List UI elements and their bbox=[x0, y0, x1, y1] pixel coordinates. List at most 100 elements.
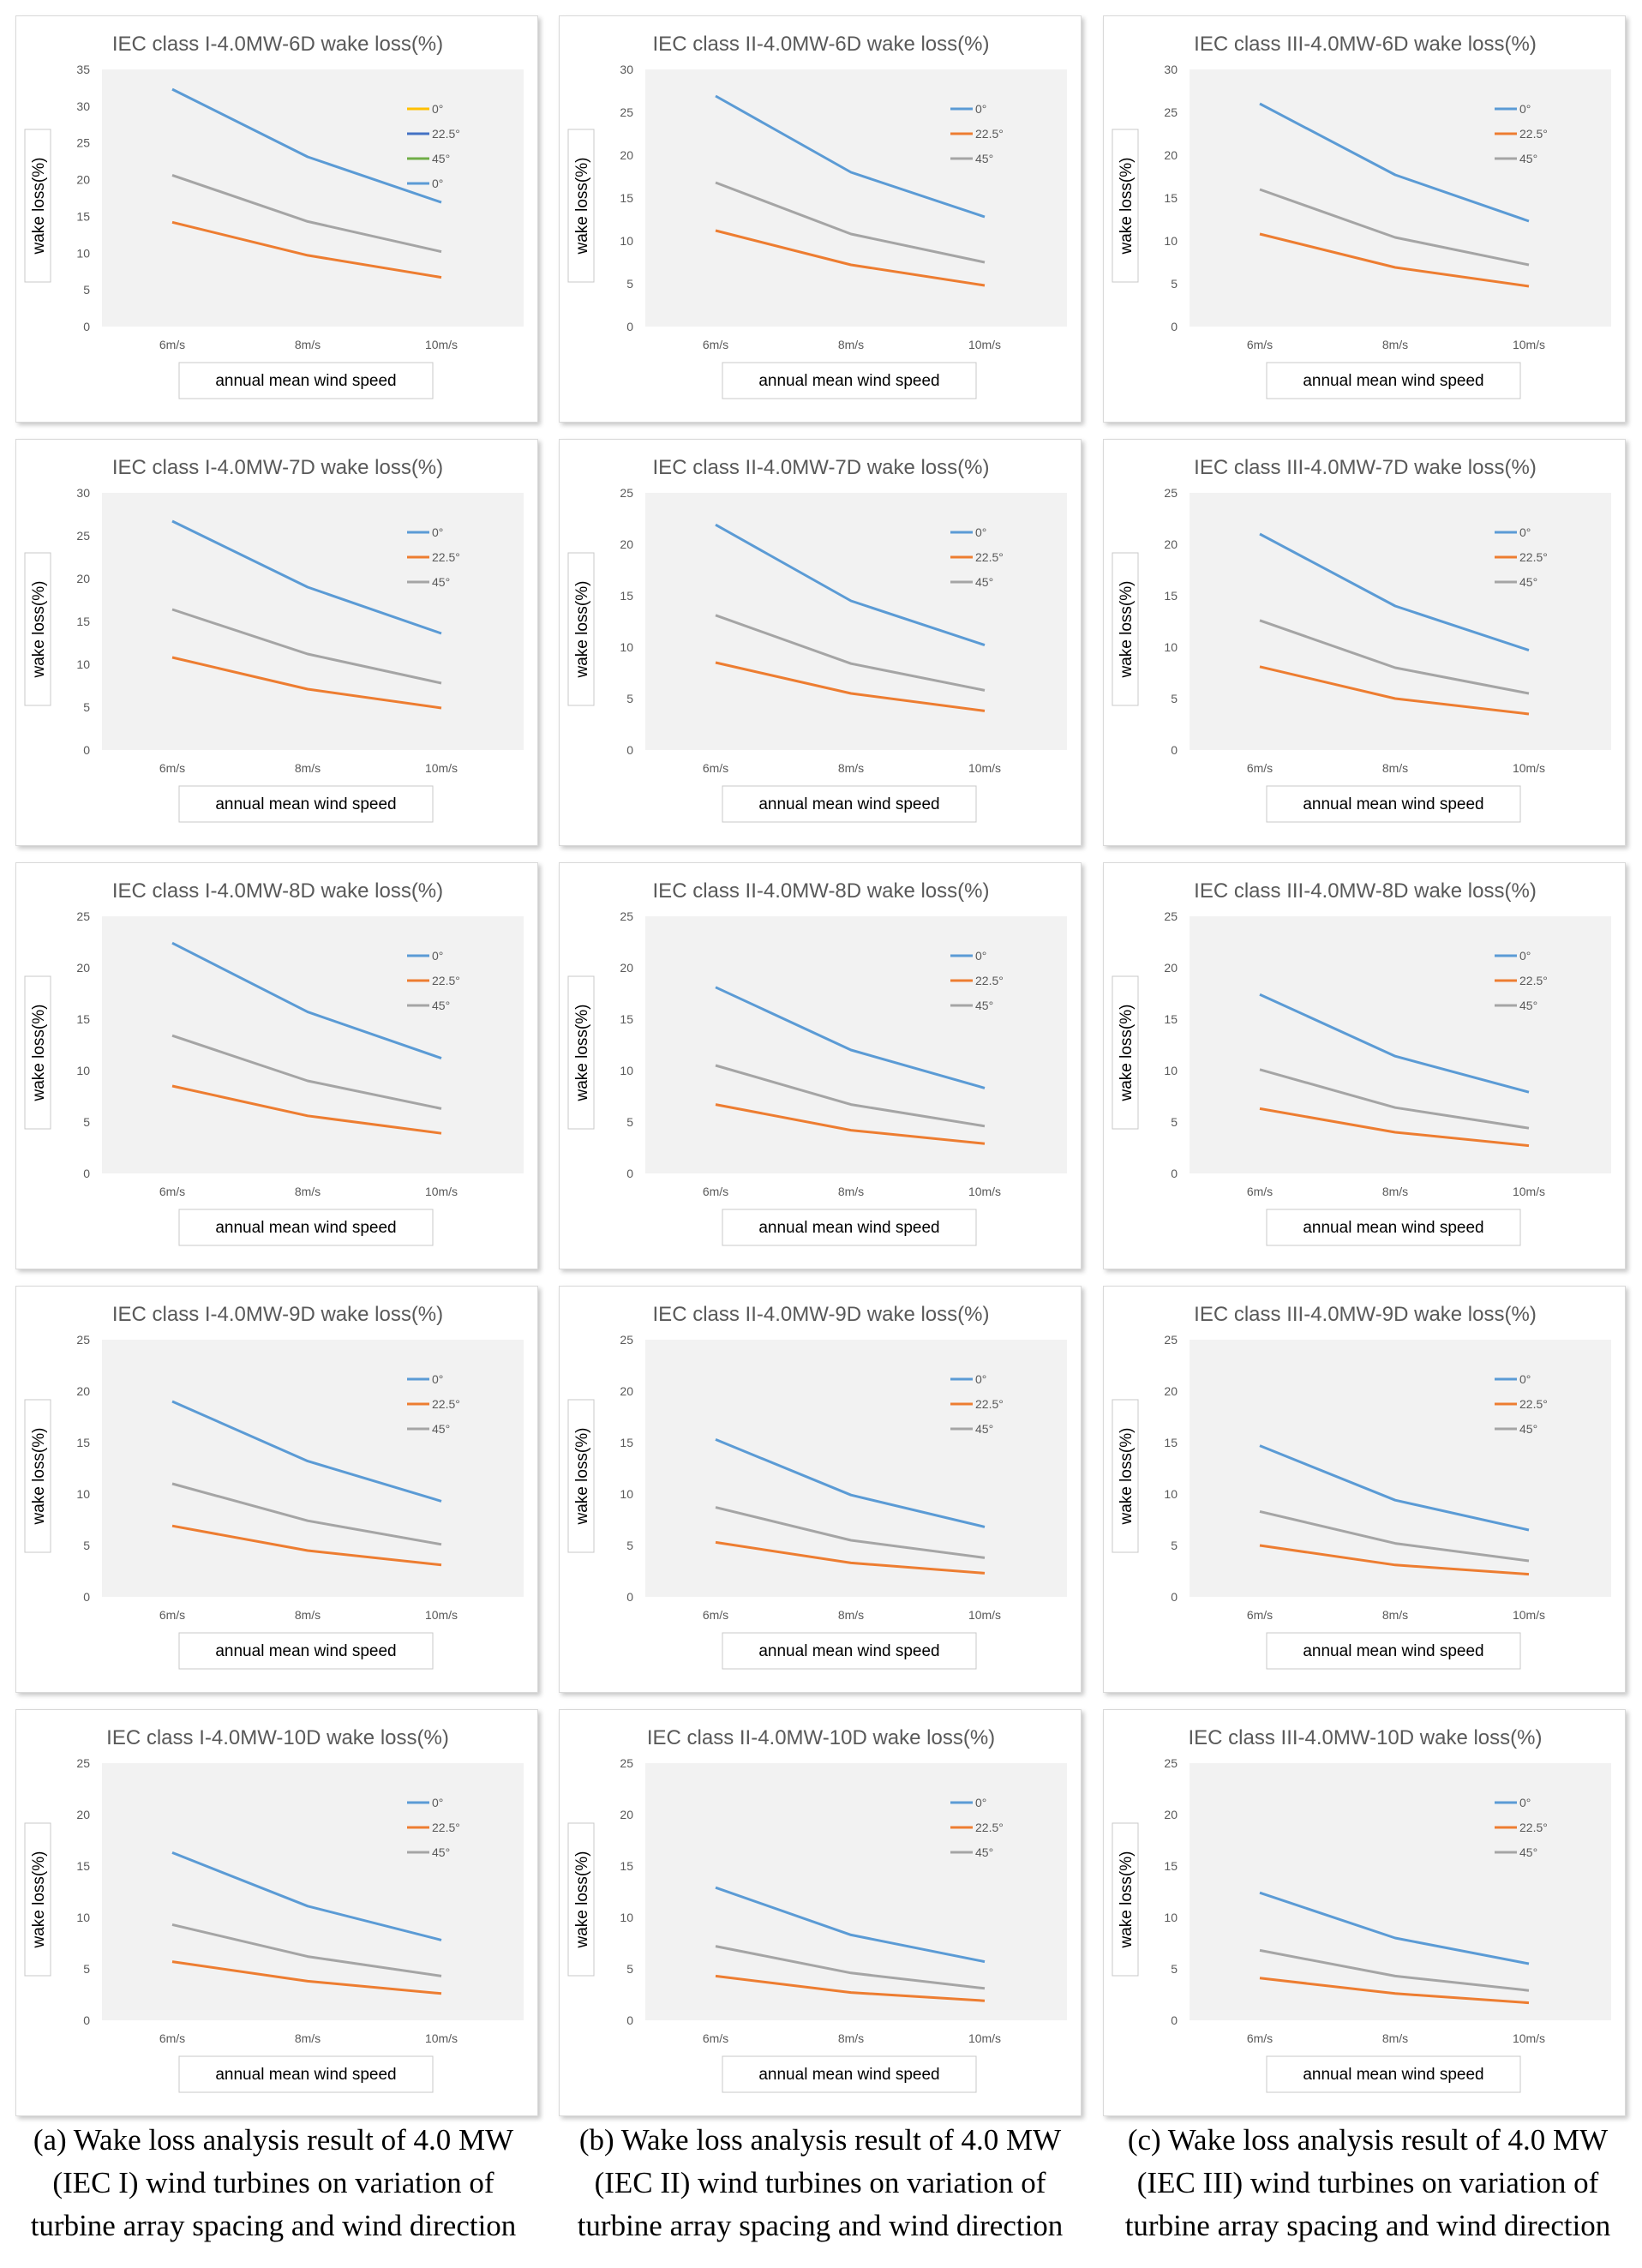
x-axis-label-box bbox=[1266, 1632, 1521, 1670]
y-axis-label: wake loss(%) bbox=[30, 1428, 48, 1526]
chart-title: IEC class I-4.0MW-7D wake loss(%) bbox=[112, 456, 443, 479]
x-axis-label-box bbox=[722, 785, 977, 823]
chart-panel: IEC class III-4.0MW-8D wake loss(%) 0 5 10 1… bbox=[1103, 862, 1626, 1269]
series-line-2 bbox=[171, 173, 442, 254]
legend-entry: 0° bbox=[432, 177, 443, 190]
legend-entry: 45° bbox=[1519, 1422, 1537, 1436]
x-tick-label: 8m/s bbox=[295, 338, 321, 351]
y-tick-label: 10 bbox=[620, 1487, 633, 1501]
y-tick-label: 10 bbox=[620, 640, 633, 654]
x-axis-label: annual mean wind speed bbox=[215, 1642, 396, 1660]
legend-entry: 0° bbox=[432, 949, 443, 963]
plot-area bbox=[102, 69, 524, 327]
series-line-1 bbox=[715, 1103, 986, 1145]
y-tick-label: 5 bbox=[83, 1539, 90, 1552]
caption-line: turbine array spacing and wind direction bbox=[1124, 2209, 1611, 2242]
plot-area bbox=[645, 1340, 1067, 1597]
x-axis-label: annual mean wind speed bbox=[758, 1219, 939, 1237]
series-line-1 bbox=[171, 220, 442, 279]
y-tick-label: 0 bbox=[83, 320, 90, 333]
y-tick-label: 20 bbox=[1164, 961, 1178, 975]
y-tick-label: 0 bbox=[83, 743, 90, 757]
y-tick-label: 20 bbox=[620, 537, 633, 551]
y-axis-label-box bbox=[24, 1822, 51, 1977]
y-tick-label: 5 bbox=[1171, 1115, 1178, 1129]
y-axis-label: wake loss(%) bbox=[573, 1851, 591, 1949]
x-axis-label-box bbox=[722, 1632, 977, 1670]
y-tick-label: 5 bbox=[83, 700, 90, 714]
y-tick-label: 15 bbox=[76, 1859, 90, 1873]
y-axis-label: wake loss(%) bbox=[573, 158, 591, 255]
y-tick-label: 5 bbox=[626, 692, 633, 705]
y-tick-label: 0 bbox=[1171, 2013, 1178, 2027]
series-line-2 bbox=[1259, 1068, 1530, 1130]
y-axis-label-box bbox=[24, 975, 51, 1130]
y-tick-label: 15 bbox=[620, 589, 633, 603]
legend-entry: 45° bbox=[432, 1422, 450, 1436]
x-tick-label: 6m/s bbox=[703, 761, 728, 775]
x-axis-label-box bbox=[178, 362, 434, 399]
y-tick-label: 0 bbox=[626, 320, 633, 333]
legend-entry: 22.5° bbox=[1519, 1821, 1548, 1834]
series-line-0 bbox=[171, 87, 442, 204]
series-line-2 bbox=[1259, 619, 1530, 695]
chart-svg: IEC class I-4.0MW-10D wake loss(%) 0 5 10 15… bbox=[24, 1726, 524, 2093]
y-axis-label-box bbox=[567, 129, 595, 283]
y-tick-label: 15 bbox=[1164, 1859, 1178, 1873]
y-tick-label: 15 bbox=[620, 1859, 633, 1873]
y-tick-label: 5 bbox=[1171, 692, 1178, 705]
series-line-0 bbox=[1259, 993, 1530, 1094]
legend-entry: 22.5° bbox=[975, 974, 1004, 987]
x-tick-label: 6m/s bbox=[703, 1608, 728, 1622]
y-axis-label-box bbox=[567, 1822, 595, 1977]
x-tick-label: 6m/s bbox=[1247, 2031, 1273, 2045]
chart-svg: IEC class II-4.0MW-6D wake loss(%) 0 5 10 15… bbox=[567, 33, 1067, 399]
chart-title: IEC class II-4.0MW-10D wake loss(%) bbox=[647, 1726, 995, 1749]
x-tick-label: 8m/s bbox=[1382, 1608, 1408, 1622]
y-axis-label-box bbox=[567, 552, 595, 706]
y-axis-label: wake loss(%) bbox=[30, 1005, 48, 1102]
y-tick-label: 5 bbox=[626, 1962, 633, 1976]
legend-entry: 45° bbox=[975, 999, 993, 1012]
y-tick-label: 0 bbox=[1171, 743, 1178, 757]
chart-title: IEC class III-4.0MW-9D wake loss(%) bbox=[1194, 1303, 1537, 1326]
y-tick-label: 15 bbox=[1164, 191, 1178, 205]
legend-entry: 22.5° bbox=[432, 974, 460, 987]
caption-line: turbine array spacing and wind direction bbox=[577, 2209, 1064, 2242]
x-tick-label: 8m/s bbox=[838, 1185, 864, 1198]
x-tick-label: 10m/s bbox=[1513, 1185, 1545, 1198]
legend-entry: 22.5° bbox=[432, 550, 460, 564]
chart-panel: IEC class I-4.0MW-8D wake loss(%) 0 5 10 15 2… bbox=[15, 862, 538, 1269]
y-tick-label: 15 bbox=[1164, 1436, 1178, 1449]
y-tick-label: 15 bbox=[620, 1012, 633, 1026]
series-line-1 bbox=[715, 1540, 986, 1575]
y-tick-label: 0 bbox=[1171, 1167, 1178, 1180]
series-line-1 bbox=[1259, 232, 1530, 288]
y-tick-label: 15 bbox=[1164, 1012, 1178, 1026]
x-tick-label: 8m/s bbox=[1382, 1185, 1408, 1198]
chart-title: IEC class II-4.0MW-8D wake loss(%) bbox=[653, 879, 990, 903]
legend-entry: 22.5° bbox=[975, 550, 1004, 564]
y-tick-label: 20 bbox=[620, 961, 633, 975]
chart-title: IEC class II-4.0MW-6D wake loss(%) bbox=[653, 33, 990, 56]
series-line-2 bbox=[171, 1923, 442, 1977]
series-line-1 bbox=[1259, 1107, 1530, 1148]
caption-line: (a) Wake loss analysis result of 4.0 MW bbox=[33, 2123, 514, 2157]
x-tick-label: 6m/s bbox=[159, 1185, 185, 1198]
x-tick-label: 8m/s bbox=[295, 2031, 321, 2045]
series-line-0 bbox=[715, 94, 986, 219]
chart-svg: IEC class II-4.0MW-7D wake loss(%) 0 5 10 15… bbox=[567, 456, 1067, 823]
chart-panel: IEC class III-4.0MW-7D wake loss(%) 0 5 10 1… bbox=[1103, 439, 1626, 846]
y-tick-label: 25 bbox=[76, 136, 90, 150]
chart-panel: IEC class I-4.0MW-10D wake loss(%) 0 5 10 15… bbox=[15, 1709, 538, 2116]
legend-entry: 45° bbox=[975, 575, 993, 589]
series-line-0 bbox=[715, 986, 986, 1089]
chart-title: IEC class III-4.0MW-10D wake loss(%) bbox=[1189, 1726, 1543, 1749]
y-tick-label: 0 bbox=[1171, 1590, 1178, 1604]
chart-svg: IEC class III-4.0MW-10D wake loss(%) 0 5 10… bbox=[1112, 1726, 1611, 2093]
series-line-2 bbox=[715, 614, 986, 692]
x-tick-label: 8m/s bbox=[295, 1185, 321, 1198]
x-tick-label: 8m/s bbox=[838, 761, 864, 775]
series-line-1 bbox=[715, 1974, 986, 2002]
y-axis-label-box bbox=[24, 552, 51, 706]
